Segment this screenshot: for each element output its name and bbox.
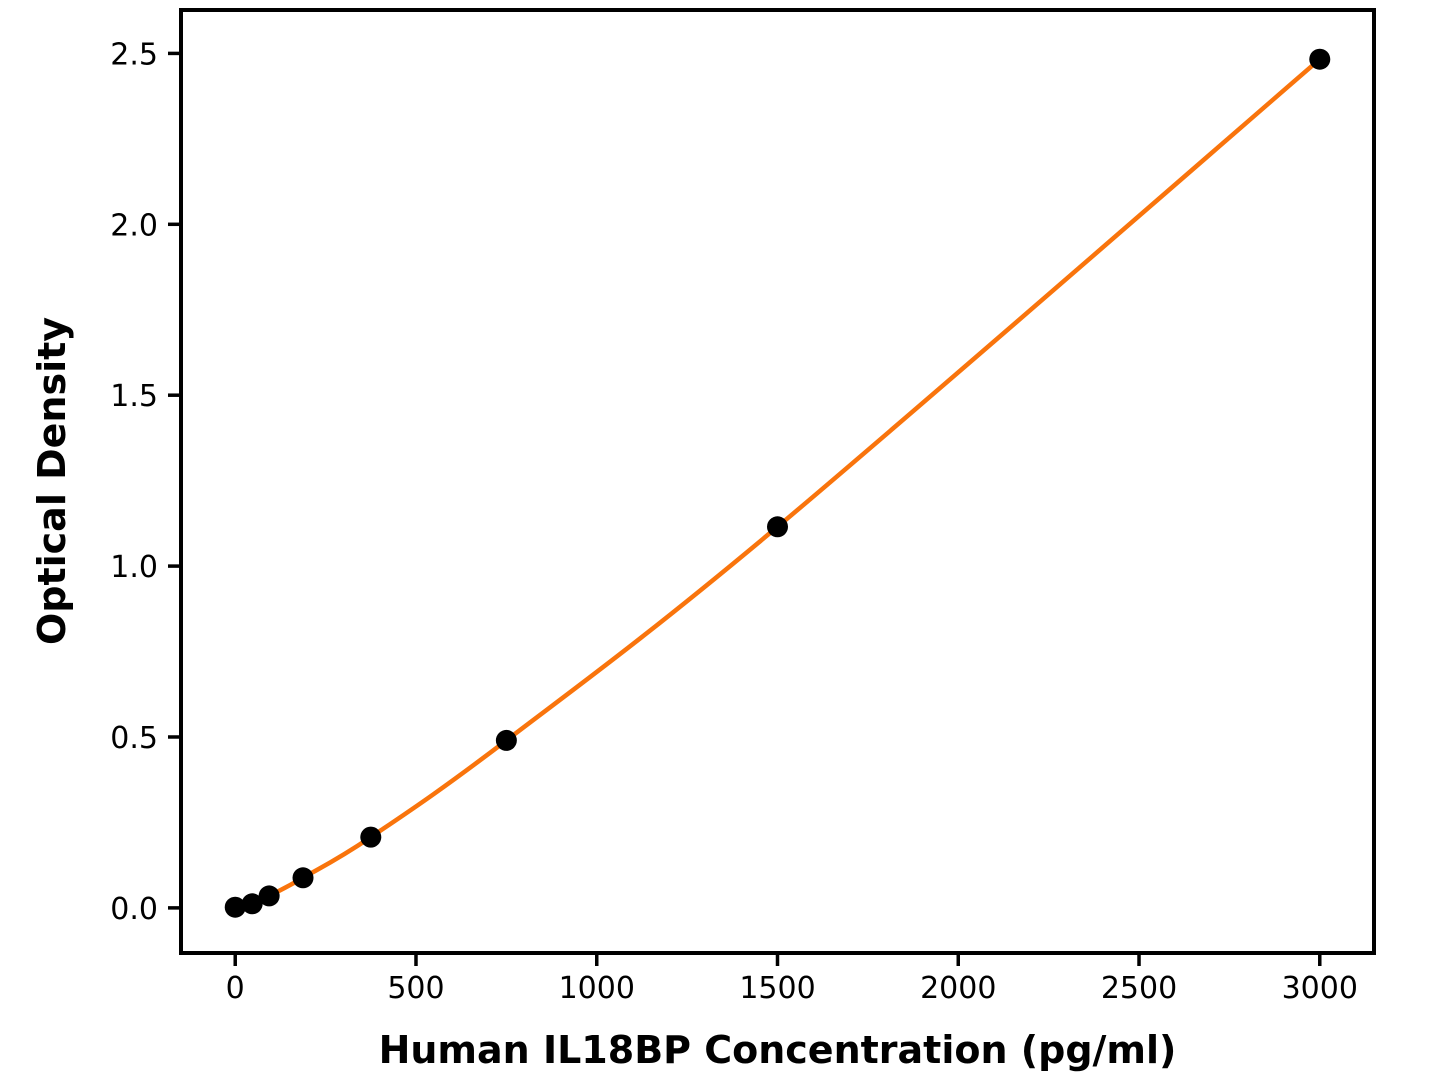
x-tick-label: 2000 xyxy=(920,971,996,1006)
data-point xyxy=(224,896,246,918)
x-tick-label: 1500 xyxy=(739,971,815,1006)
y-tick-label: 1.5 xyxy=(110,379,158,414)
data-point xyxy=(1309,48,1331,70)
y-tick-label: 2.0 xyxy=(110,208,158,243)
data-point xyxy=(767,516,788,538)
y-axis-title: Optical Density xyxy=(30,316,74,646)
y-tick-label: 2.5 xyxy=(110,37,158,72)
data-point xyxy=(258,885,280,907)
x-tick-label: 0 xyxy=(226,971,245,1006)
x-tick-label: 1000 xyxy=(559,971,635,1006)
y-tick-label: 0.5 xyxy=(110,721,158,756)
data-point xyxy=(241,893,263,915)
y-tick-label: 0.0 xyxy=(110,892,158,927)
data-point xyxy=(360,826,382,848)
x-tick-label: 2500 xyxy=(1101,971,1177,1006)
plot-frame xyxy=(179,8,1376,955)
x-tick-label: 3000 xyxy=(1282,971,1358,1006)
fit-line xyxy=(232,56,1323,910)
data-point xyxy=(292,867,314,889)
x-axis-title: Human IL18BP Concentration (pg/ml) xyxy=(378,1028,1177,1072)
x-tick-label: 500 xyxy=(387,971,444,1006)
y-tick-label: 1.0 xyxy=(110,550,158,585)
data-point xyxy=(495,729,517,751)
